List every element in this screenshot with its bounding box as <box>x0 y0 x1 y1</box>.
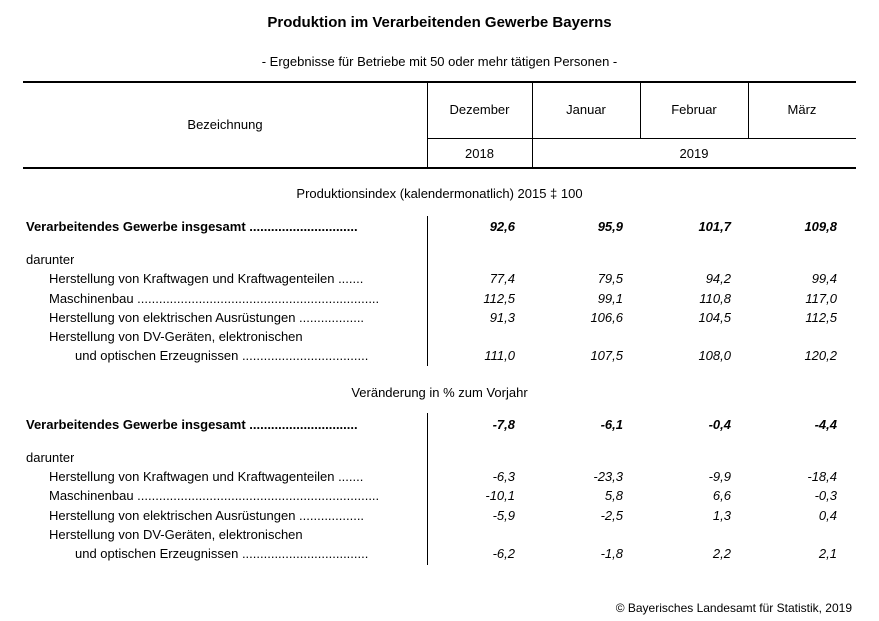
body-divider <box>427 413 428 565</box>
body-divider <box>427 216 428 366</box>
row-value: 2,2 <box>712 546 731 561</box>
row-value: 104,5 <box>698 310 731 325</box>
row-label: Herstellung von DV-Geräten, elektronisch… <box>49 527 303 542</box>
row-value: 0,4 <box>818 508 837 523</box>
row-value: 117,0 <box>805 291 837 306</box>
column-header-year: 2018 <box>465 146 494 161</box>
row-value: -5,9 <box>492 508 515 523</box>
total-value: -6,1 <box>600 417 623 432</box>
column-header-month: März <box>787 102 817 117</box>
row-value: -18,4 <box>807 469 837 484</box>
row-value: 112,5 <box>805 310 837 325</box>
row-label: Maschinenbau ...........................… <box>49 291 380 306</box>
row-value: 108,0 <box>698 348 731 363</box>
page-title: Produktion im Verarbeitenden Gewerbe Bay… <box>267 14 612 31</box>
copyright-notice: © Bayerisches Landesamt für Statistik, 2… <box>615 601 852 615</box>
row-value: 99,4 <box>811 271 837 286</box>
row-value: 94,2 <box>705 271 731 286</box>
header-top-rule <box>23 81 856 83</box>
row-label: Herstellung von elektrischen Ausrüstunge… <box>49 508 365 523</box>
column-header-label: Bezeichnung <box>187 117 263 132</box>
section-title: Veränderung in % zum Vorjahr <box>351 385 528 400</box>
header-divider <box>640 82 641 139</box>
row-value: 77,4 <box>489 271 515 286</box>
row-value: 79,5 <box>597 271 623 286</box>
total-value: -4,4 <box>814 417 837 432</box>
total-row-label: Verarbeitendes Gewerbe insgesamt .......… <box>26 417 358 432</box>
row-value: 111,0 <box>484 348 515 363</box>
row-value: -1,8 <box>600 546 623 561</box>
row-label: Herstellung von Kraftwagen und Kraftwage… <box>49 469 364 484</box>
row-value: 120,2 <box>804 348 837 363</box>
row-value: 5,8 <box>604 488 623 503</box>
header-divider <box>427 82 428 168</box>
row-label: Herstellung von Kraftwagen und Kraftwage… <box>49 271 364 286</box>
row-value: -9,9 <box>708 469 731 484</box>
row-label: Herstellung von DV-Geräten, elektronisch… <box>49 329 303 344</box>
column-header-month: Dezember <box>449 102 510 117</box>
total-value: 92,6 <box>489 219 515 234</box>
row-label-continued: und optischen Erzeugnissen .............… <box>75 546 369 561</box>
row-value: -6,3 <box>492 469 515 484</box>
header-divider <box>748 82 749 139</box>
row-value: 1,3 <box>712 508 731 523</box>
section-title: Produktionsindex (kalendermonatlich) 201… <box>296 186 583 201</box>
row-value: 112,5 <box>483 291 515 306</box>
page-subtitle: - Ergebnisse für Betriebe mit 50 oder me… <box>261 54 618 69</box>
row-value: -6,2 <box>492 546 515 561</box>
total-value: 109,8 <box>804 219 837 234</box>
row-value: -10,1 <box>485 488 515 503</box>
row-value: 99,1 <box>597 291 623 306</box>
row-value: -2,5 <box>600 508 623 523</box>
header-mid-rule <box>427 138 856 139</box>
darunter-label: darunter <box>26 450 75 465</box>
darunter-label: darunter <box>26 252 75 267</box>
total-value: 101,7 <box>698 219 731 234</box>
row-label: Maschinenbau ...........................… <box>49 488 380 503</box>
column-header-month: Januar <box>566 102 606 117</box>
row-value: 6,6 <box>712 488 731 503</box>
total-row-label: Verarbeitendes Gewerbe insgesamt .......… <box>26 219 358 234</box>
row-value: 110,8 <box>699 291 731 306</box>
header-bottom-rule <box>23 167 856 169</box>
row-value: 107,5 <box>590 348 623 363</box>
row-value: 2,1 <box>818 546 837 561</box>
row-value: -0,3 <box>814 488 837 503</box>
row-value: 106,6 <box>590 310 623 325</box>
column-header-month: Februar <box>671 102 717 117</box>
row-label: Herstellung von elektrischen Ausrüstunge… <box>49 310 365 325</box>
total-value: -0,4 <box>708 417 731 432</box>
column-header-year: 2019 <box>679 146 709 161</box>
header-divider <box>532 82 533 168</box>
total-value: 95,9 <box>597 219 623 234</box>
row-value: 91,3 <box>489 310 515 325</box>
total-value: -7,8 <box>492 417 515 432</box>
row-value: -23,3 <box>593 469 623 484</box>
row-label-continued: und optischen Erzeugnissen .............… <box>75 348 369 363</box>
